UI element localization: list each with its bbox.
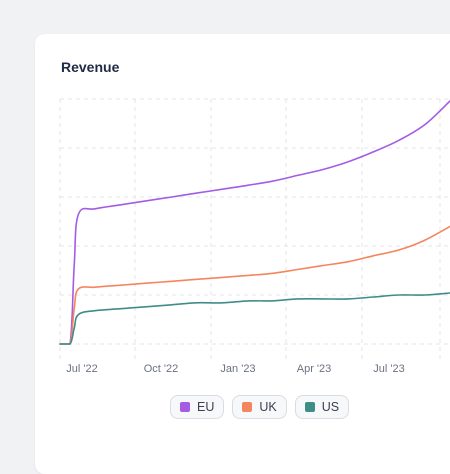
- x-axis-ticks: Jul '22 Oct '22 Jan '23 Apr '23 Jul '23: [66, 363, 404, 375]
- legend-label-eu: EU: [197, 400, 215, 414]
- legend-label-us: US: [321, 400, 340, 414]
- series-lines: [59, 100, 450, 345]
- revenue-line-chart: Jul '22 Oct '22 Jan '23 Apr '23 Jul '23: [59, 98, 450, 375]
- legend-item-us[interactable]: US: [294, 395, 350, 419]
- x-tick-label: Jul '22: [66, 363, 97, 375]
- legend-label-uk: UK: [259, 400, 277, 414]
- legend-item-uk[interactable]: UK: [232, 395, 287, 419]
- x-tick-label: Jan '23: [220, 363, 255, 375]
- x-tick-label: Apr '23: [297, 363, 332, 375]
- x-tick-label: Oct '22: [144, 363, 179, 375]
- legend-swatch-uk: [242, 402, 253, 412]
- legend-item-eu[interactable]: EU: [170, 395, 225, 419]
- x-tick-label: Jul '23: [373, 363, 404, 375]
- chart-title: Revenue: [61, 59, 120, 75]
- series-line-us: [59, 292, 450, 345]
- chart-card: Revenue Jul '22 Oct '22 Jan '23 Apr '23 Jul …: [35, 34, 450, 474]
- legend-swatch-eu: [180, 402, 190, 412]
- series-line-uk: [59, 225, 450, 345]
- series-line-eu: [59, 100, 450, 345]
- legend-swatch-us: [304, 402, 315, 412]
- grid: [59, 98, 450, 362]
- legend: EU UK US: [170, 395, 350, 419]
